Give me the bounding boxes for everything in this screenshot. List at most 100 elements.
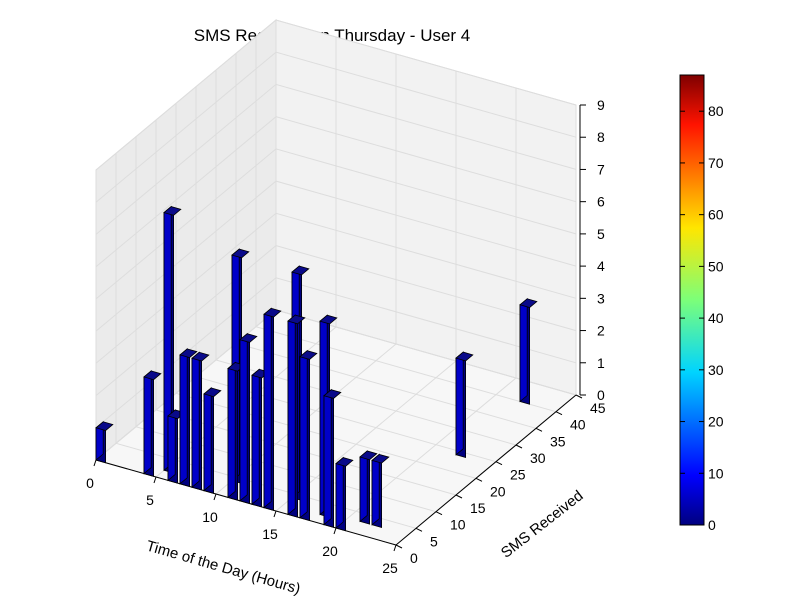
bar	[299, 349, 318, 522]
y-tick-label: 35	[550, 433, 566, 449]
colorbar-tick-label: 10	[708, 465, 724, 481]
bar-top-face	[455, 351, 474, 362]
bar	[455, 351, 474, 459]
y-tick-mark	[515, 444, 523, 449]
x-tick-label: 20	[322, 543, 338, 559]
colorbar-tick-label: 50	[708, 258, 724, 274]
y-tick-label: 40	[570, 417, 586, 433]
bar-top-face	[371, 453, 390, 464]
bar-top-face	[519, 298, 538, 308]
y-tick-mark	[555, 411, 563, 416]
bar-top-face	[179, 348, 198, 359]
colorbar-tick-label: 80	[708, 103, 724, 119]
x-tick-mark	[153, 476, 157, 484]
y-tick-label: 30	[530, 450, 546, 466]
bar-top-face	[319, 314, 338, 325]
colorbar-tick-label: 70	[708, 155, 724, 171]
gridline-z	[95, 245, 577, 396]
x-tick-label: 0	[86, 475, 94, 491]
bar-side-face	[299, 349, 308, 519]
bar	[519, 297, 538, 405]
x-axis-label: Time of the Day (Hours)	[144, 538, 302, 598]
colorbar-tick-label: 30	[708, 362, 724, 378]
colorbar-ticks: 0 10 20 30 40 50 60 70 80	[680, 103, 724, 533]
bar	[335, 456, 354, 532]
bar-top-face	[231, 248, 250, 259]
bar	[227, 361, 246, 501]
bar-top-face	[263, 307, 282, 318]
bar	[143, 370, 162, 477]
x-tick-mark	[333, 527, 337, 535]
gridline-z	[95, 148, 577, 300]
z-tick-label: 5	[597, 226, 605, 242]
x-tick-mark	[393, 544, 397, 552]
y-tick-mark	[495, 461, 503, 466]
bar-top-face	[335, 457, 354, 467]
z-tick-label: 1	[597, 355, 605, 371]
bar-side-face	[239, 332, 248, 502]
y-tick-label: 45	[590, 400, 606, 416]
colorbar-tick-label: 40	[708, 310, 724, 326]
gridline-z	[95, 83, 577, 235]
bar-top-face	[191, 351, 210, 362]
y-tick-label: 15	[470, 500, 486, 516]
y-tick-label: 25	[510, 467, 526, 483]
y-tick-mark	[575, 394, 583, 399]
x-tick-label: 15	[262, 526, 278, 542]
y-tick-label: 5	[430, 533, 438, 549]
y-tick-label: 10	[450, 517, 466, 533]
bar	[263, 307, 282, 511]
gridline-z	[95, 19, 577, 171]
y-tick-mark	[535, 427, 543, 432]
colorbar-tick-label: 60	[708, 207, 724, 223]
bar-top-face	[239, 333, 258, 343]
colorbar-tick-label: 0	[708, 517, 716, 533]
colorbar: 0 10 20 30 40 50 60 70 80	[679, 74, 724, 533]
x-tick-label: 10	[202, 509, 218, 525]
gridline-z	[95, 212, 577, 364]
bars-group	[95, 205, 538, 532]
z-tick-label: 0	[597, 387, 605, 403]
colorbar-tick-label: 20	[708, 414, 724, 430]
bar-side-face	[203, 387, 212, 492]
x-tick-mark	[93, 459, 97, 467]
bar-top-face	[143, 370, 162, 381]
gridline-z	[95, 180, 577, 332]
bar-top-face	[95, 421, 114, 431]
x-tick-mark	[273, 510, 277, 518]
bar-side-face	[263, 307, 272, 509]
z-tick-label: 3	[597, 290, 605, 306]
bar-side-face	[167, 409, 176, 482]
bar-side-face	[519, 297, 528, 403]
y-axis-line	[395, 394, 577, 546]
bar-top-face	[163, 206, 182, 216]
bar-side-face	[179, 348, 188, 485]
z-tick-label: 7	[597, 161, 605, 177]
bar	[371, 453, 390, 529]
bar	[179, 348, 198, 488]
y-axis-label: SMS Received	[498, 487, 587, 561]
bar	[203, 387, 222, 494]
gridline-z	[95, 51, 577, 203]
bar-side-face	[455, 351, 464, 456]
y-tick-mark	[475, 477, 483, 482]
bar-side-face	[251, 368, 260, 506]
y-tick-mark	[395, 544, 403, 549]
y-tick-mark	[435, 511, 443, 516]
y-tick-label: 20	[490, 483, 506, 499]
bar	[359, 450, 378, 525]
bar	[323, 388, 342, 528]
bar-top-face	[359, 450, 378, 461]
bar-top-face	[291, 265, 310, 276]
bar-top-face	[299, 350, 318, 360]
z-tick-label: 2	[597, 323, 605, 339]
bar-top-face	[203, 387, 222, 398]
colorbar-gradient	[679, 74, 705, 526]
z-tick-label: 4	[597, 258, 605, 274]
z-tick-label: 8	[597, 129, 605, 145]
bar	[239, 332, 258, 505]
bar-side-face	[143, 370, 152, 475]
bar	[191, 351, 210, 491]
bar-side-face	[191, 351, 200, 489]
